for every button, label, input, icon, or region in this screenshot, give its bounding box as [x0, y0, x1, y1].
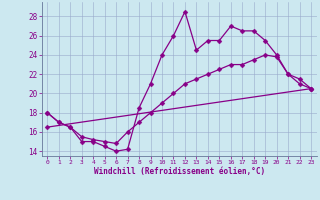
X-axis label: Windchill (Refroidissement éolien,°C): Windchill (Refroidissement éolien,°C) [94, 167, 265, 176]
